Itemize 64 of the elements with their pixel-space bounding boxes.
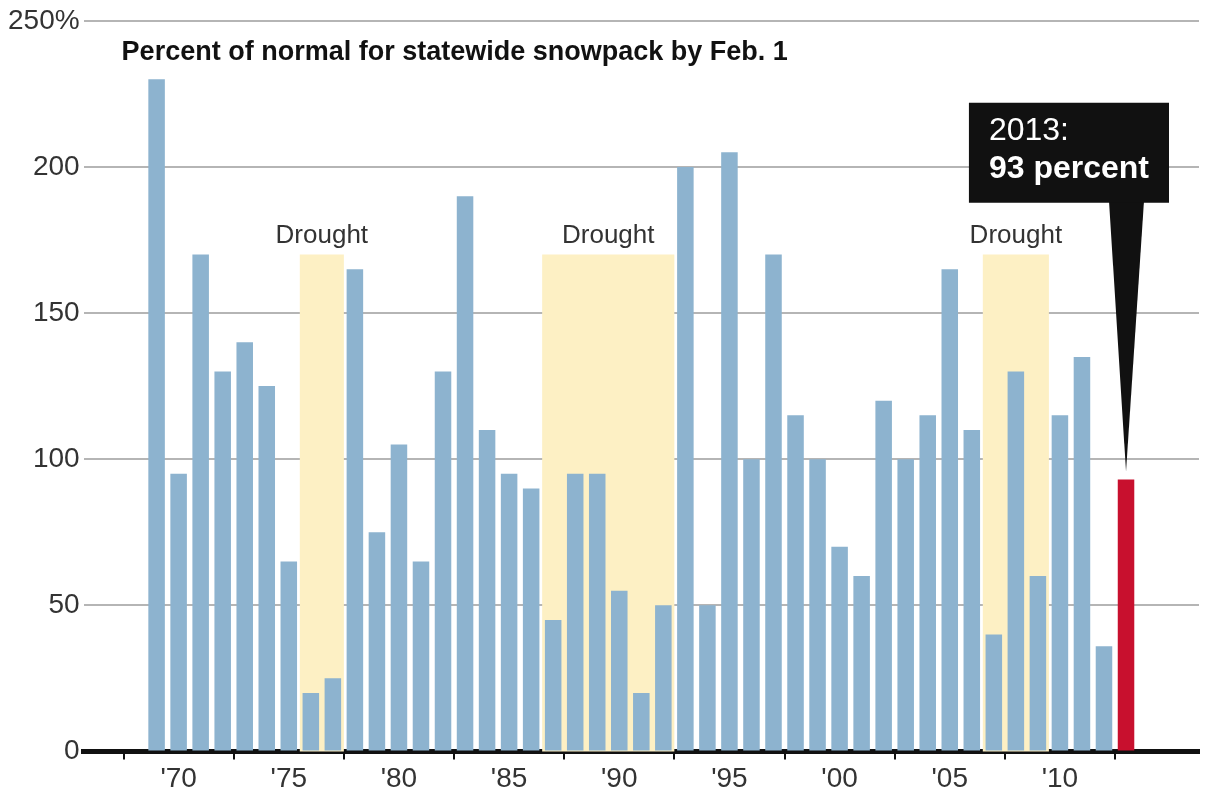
bar: [588, 473, 606, 751]
bar: [170, 473, 187, 751]
bar: [655, 605, 672, 751]
x-tick-label: '85: [490, 761, 528, 793]
bar: [787, 415, 804, 751]
bar: [897, 459, 914, 751]
bar: [985, 634, 1003, 751]
bar: [875, 400, 892, 751]
bar: [853, 576, 870, 751]
bar: [831, 546, 848, 751]
x-tick-label: '75: [270, 761, 308, 793]
band-label: Drought: [275, 218, 369, 249]
x-tick-label: '70: [160, 761, 197, 793]
bar: [1051, 415, 1069, 751]
bar: [192, 254, 209, 751]
bar: [919, 415, 936, 751]
bar: [478, 429, 496, 751]
x-tick-label: '10: [1041, 761, 1079, 793]
y-tick-label: 200: [32, 149, 80, 181]
bar: [743, 459, 760, 751]
bar: [302, 692, 320, 751]
bar: [963, 429, 981, 751]
bar: [368, 532, 386, 751]
x-tick-label: '95: [711, 761, 748, 793]
bar: [148, 79, 165, 751]
bar: [633, 692, 650, 751]
x-tick-label: '90: [601, 761, 638, 793]
y-tick-label: 250%: [7, 3, 80, 35]
bar: [390, 444, 408, 751]
bar: [611, 590, 628, 751]
bar: [500, 473, 518, 751]
bar: [677, 166, 694, 751]
x-tick-label: '00: [821, 761, 858, 793]
x-tick-label: '80: [380, 761, 418, 793]
bar: [434, 371, 452, 751]
bar: [1007, 371, 1025, 751]
band-label: Drought: [562, 218, 656, 249]
bar: [280, 561, 298, 751]
y-tick-label: 150: [32, 295, 80, 327]
bar: [412, 561, 430, 751]
x-tick-label: '05: [931, 761, 969, 793]
bar: [1073, 356, 1091, 751]
bar: [258, 386, 276, 751]
bar: [1117, 479, 1135, 751]
text: Percent of normal for statewide snowpack by Feb. 1: [121, 35, 788, 66]
bar: [456, 196, 474, 751]
bar: [721, 152, 738, 751]
y-tick-label: 100: [32, 441, 80, 473]
bar: [566, 473, 584, 751]
band-label: Drought: [969, 218, 1063, 249]
bar: [1095, 646, 1113, 751]
bar: [236, 342, 253, 751]
bar: [941, 269, 959, 751]
annotation: 2013: 93 percent: [988, 110, 1150, 185]
bar: [522, 488, 540, 751]
bar: [699, 605, 716, 751]
bar: [765, 254, 782, 751]
bar: [1029, 576, 1047, 751]
y-tick-label: 50: [48, 588, 80, 619]
y-tick-label: 0: [64, 734, 80, 766]
bar: [214, 371, 231, 751]
bar: [324, 678, 342, 751]
bar: [544, 619, 562, 751]
bar: [809, 459, 826, 751]
